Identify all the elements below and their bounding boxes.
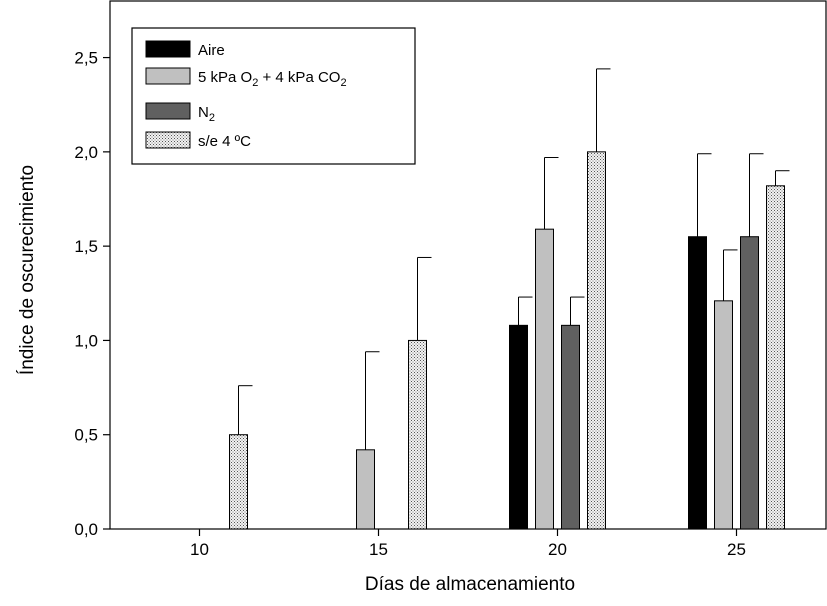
legend: Aire 5 kPa O2 + 4 kPa CO2 N2 s/e 4 ºC — [131, 27, 416, 165]
y-tick-label: 0,5 — [74, 426, 98, 445]
y-tick-label: 1,5 — [74, 237, 98, 256]
bar — [740, 236, 759, 530]
x-axis: 10 15 20 25 — [190, 529, 746, 559]
bar — [766, 185, 785, 530]
y-tick-label: 0,0 — [74, 520, 98, 539]
x-axis-title: Días de almacenamiento — [365, 574, 575, 595]
y-axis-title: Índice de oscurecimiento — [17, 165, 38, 375]
bar — [688, 236, 707, 530]
y-tick-label: 1,0 — [74, 331, 98, 350]
error-bars-group — [238, 68, 790, 450]
x-tick-label: 15 — [369, 540, 388, 559]
x-tick-label: 20 — [548, 540, 567, 559]
y-axis: 0,0 0,5 1,0 1,5 2,0 2,5 — [74, 49, 110, 539]
legend-swatch — [145, 67, 191, 85]
x-tick-label: 10 — [190, 540, 209, 559]
legend-label: N2 — [198, 104, 215, 124]
bar — [509, 324, 528, 530]
y-tick-label: 2,0 — [74, 143, 98, 162]
legend-label: 5 kPa O2 + 4 kPa CO2 — [198, 69, 347, 89]
bar — [408, 339, 427, 530]
legend-label: s/e 4 ºC — [198, 133, 251, 150]
bar — [535, 228, 554, 530]
bar — [714, 300, 733, 530]
legend-swatch — [145, 40, 191, 58]
bars-group — [229, 151, 785, 530]
bar — [229, 434, 248, 530]
bar — [587, 151, 606, 530]
legend-swatch — [145, 131, 191, 149]
plot-frame — [109, 0, 827, 530]
bar — [561, 324, 580, 530]
x-tick-label: 25 — [727, 540, 746, 559]
legend-swatch — [145, 102, 191, 120]
y-tick-label: 2,5 — [74, 49, 98, 68]
legend-label: Aire — [198, 42, 225, 59]
bar — [356, 449, 375, 530]
